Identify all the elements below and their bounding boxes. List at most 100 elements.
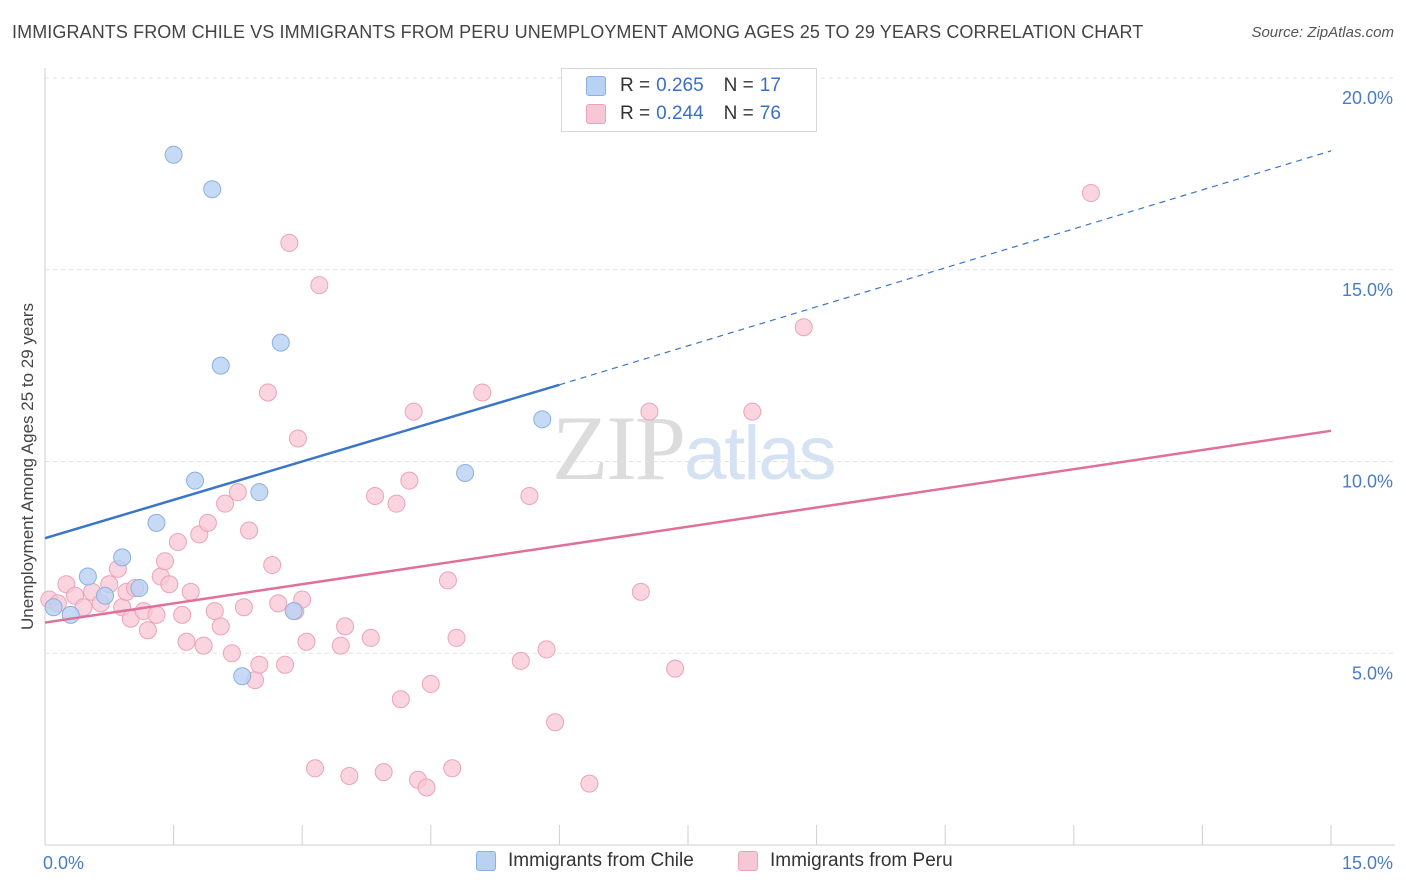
watermark-zip: ZIP	[552, 397, 686, 499]
peru-point	[138, 621, 157, 640]
peru-point	[228, 483, 247, 502]
chile-point	[44, 598, 63, 617]
peru-point	[234, 598, 253, 617]
peru-point	[580, 774, 599, 793]
legend-r-value-peru: 0.244	[656, 103, 704, 124]
peru-point	[269, 594, 288, 613]
peru-point	[743, 402, 762, 421]
chile-point	[164, 145, 183, 164]
legend-swatch-chile	[586, 76, 606, 96]
peru-point	[331, 636, 350, 655]
peru-point	[288, 429, 307, 448]
legend-n-label-chile: N =	[723, 75, 754, 96]
peru-point	[276, 655, 295, 674]
peru-point	[205, 602, 224, 621]
legend-n-label-peru: N =	[723, 103, 754, 124]
peru-point	[177, 632, 196, 651]
x-tick-label: 15.0%	[1342, 853, 1393, 873]
chile-point	[78, 567, 97, 586]
legend-r-label-peru: R =	[620, 103, 651, 124]
peru-point	[336, 617, 355, 636]
peru-point	[173, 605, 192, 624]
bottom-legend-swatch-peru	[738, 851, 758, 871]
y-tick-label: 20.0%	[1342, 88, 1393, 108]
watermark: ZIPatlas	[552, 395, 837, 501]
peru-point	[794, 318, 813, 337]
peru-point	[546, 713, 565, 732]
peru-point	[666, 659, 685, 678]
peru-point	[391, 690, 410, 709]
peru-point	[640, 402, 659, 421]
peru-point	[258, 383, 277, 402]
bottom-legend-swatch-chile	[476, 851, 496, 871]
chile-point	[284, 602, 303, 621]
legend-n-value-peru: 76	[759, 103, 781, 124]
chart-title: IMMIGRANTS FROM CHILE VS IMMIGRANTS FROM…	[12, 22, 1144, 42]
legend-r-value-chile: 0.265	[656, 75, 704, 96]
chile-point	[203, 180, 222, 199]
peru-point	[438, 571, 457, 590]
peru-point	[361, 628, 380, 647]
chile-point	[250, 483, 269, 502]
peru-point	[1081, 184, 1100, 203]
chile-point	[233, 667, 252, 686]
bottom-legend-label-peru: Immigrants from Peru	[770, 850, 953, 871]
peru-point	[222, 644, 241, 663]
watermark-atlas: atlas	[684, 411, 837, 496]
chile-point	[533, 410, 552, 429]
source-label: Source: ZipAtlas.com	[1251, 24, 1394, 41]
peru-point	[447, 628, 466, 647]
legend-row-peru: R = 0.244 N = 76	[586, 102, 789, 126]
peru-point	[511, 651, 530, 670]
peru-point	[216, 494, 235, 513]
peru-point	[366, 487, 385, 506]
peru-point	[160, 575, 179, 594]
chile-point	[211, 356, 230, 375]
chile-point	[271, 333, 290, 352]
peru-point	[198, 513, 217, 532]
peru-point	[520, 487, 539, 506]
chile-point	[130, 579, 149, 598]
peru-point	[211, 617, 230, 636]
bottom-legend-peru: Immigrants from Peru	[738, 850, 953, 872]
peru-point	[443, 759, 462, 778]
peru-point	[194, 636, 213, 655]
x-tick-label: 0.0%	[43, 853, 84, 873]
peru-point	[263, 556, 282, 575]
peru-point	[374, 763, 393, 782]
chile-point	[186, 471, 205, 490]
legend-row-chile: R = 0.265 N = 17	[586, 74, 789, 98]
peru-point	[147, 605, 166, 624]
peru-point	[297, 632, 316, 651]
peru-point	[404, 402, 423, 421]
peru-point	[387, 494, 406, 513]
peru-point	[240, 521, 259, 540]
chile-trend-extension	[559, 150, 1332, 386]
chile-point	[96, 586, 115, 605]
y-tick-label: 15.0%	[1342, 280, 1393, 300]
peru-point	[306, 759, 325, 778]
y-axis-label: Unemployment Among Ages 25 to 29 years	[18, 303, 37, 630]
y-tick-label: 5.0%	[1352, 663, 1393, 683]
y-tick-label: 10.0%	[1342, 472, 1393, 492]
peru-point	[473, 383, 492, 402]
chile-point	[113, 548, 132, 567]
peru-point	[417, 778, 436, 797]
chile-trend-line	[44, 383, 560, 540]
peru-point	[400, 471, 419, 490]
peru-point	[310, 276, 329, 295]
peru-point	[340, 766, 359, 785]
legend-swatch-peru	[586, 104, 606, 124]
chile-point	[456, 464, 475, 483]
bottom-legend-label-chile: Immigrants from Chile	[508, 850, 694, 871]
peru-point	[421, 674, 440, 693]
peru-point	[156, 552, 175, 571]
peru-point	[181, 582, 200, 601]
bottom-legend-chile: Immigrants from Chile	[476, 850, 694, 872]
peru-point	[631, 582, 650, 601]
correlation-legend: R = 0.265 N = 17 R = 0.244 N = 76	[561, 68, 817, 132]
peru-point	[537, 640, 556, 659]
peru-trend-line	[44, 429, 1332, 624]
peru-point	[168, 533, 187, 552]
